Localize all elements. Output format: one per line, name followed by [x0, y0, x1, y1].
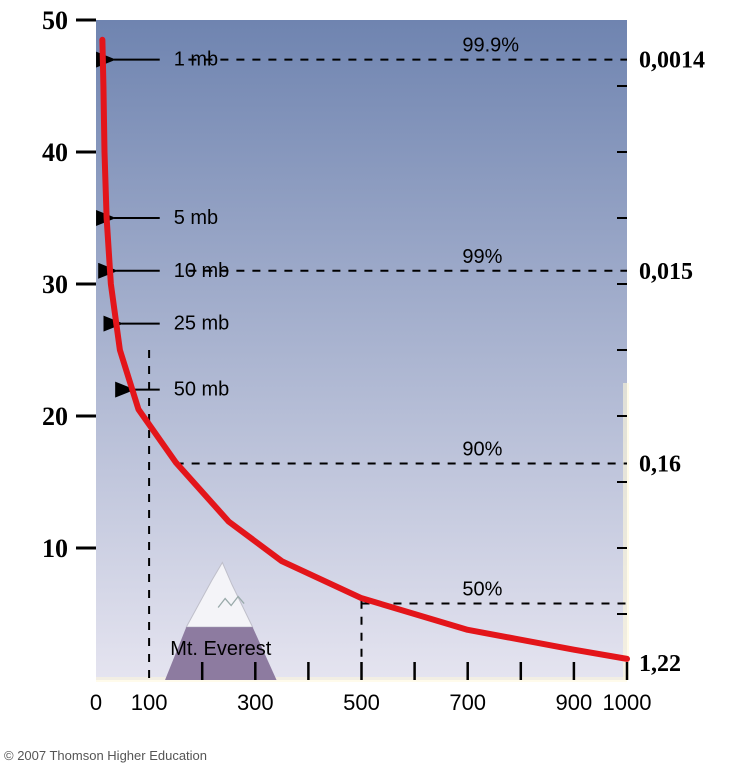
x-tick-label: 100 [131, 690, 168, 715]
percent-label: 90% [462, 439, 502, 461]
density-right-label-bottom: 1,22 [639, 651, 681, 677]
density-right-label: 0,015 [639, 259, 693, 285]
y-tick-label: 50 [42, 6, 68, 35]
pressure-label: 50 mb [174, 379, 230, 401]
mount-everest-label: Mt. Everest [170, 638, 272, 660]
plot-background [96, 20, 627, 680]
pressure-label: 25 mb [174, 313, 230, 335]
y-tick-label: 20 [42, 402, 68, 431]
y-tick-label: 10 [42, 534, 68, 563]
y-tick-label: 30 [42, 270, 68, 299]
x-tick-label: 500 [343, 690, 380, 715]
x-tick-label: 1000 [603, 690, 652, 715]
x-tick-label: 900 [556, 690, 593, 715]
pressure-altitude-chart: Mt. Everest 99.9% 0,0014 99% 0,015 90% 0,16 50%… [0, 0, 749, 771]
percent-label: 99% [462, 246, 502, 268]
percent-label: 99.9% [462, 35, 519, 57]
credit-text: © 2007 Thomson Higher Education [4, 748, 207, 763]
pressure-label: 1 mb [174, 49, 218, 71]
pressure-label: 5 mb [174, 207, 218, 229]
density-right-label: 0,0014 [639, 48, 705, 74]
x-tick-label: 700 [449, 690, 486, 715]
x-tick-label: 300 [237, 690, 274, 715]
y-tick-label: 40 [42, 138, 68, 167]
pressure-label: 10 mb [174, 260, 230, 282]
density-right-label: 0,16 [639, 452, 681, 478]
x-tick-label: 0 [90, 690, 102, 715]
percent-label: 50% [462, 578, 502, 600]
